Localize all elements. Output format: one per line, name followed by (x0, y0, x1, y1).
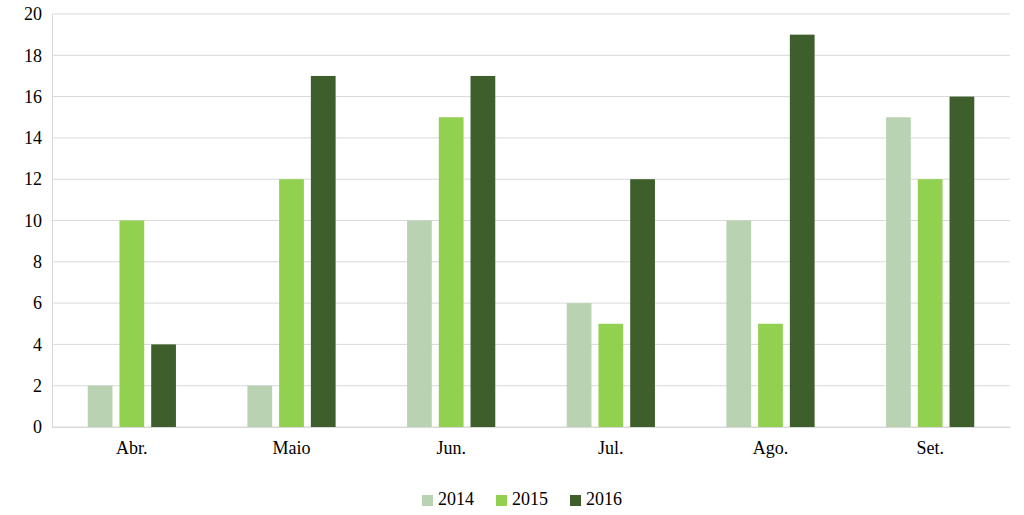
y-tick: 20 (24, 4, 52, 24)
grid-line (52, 220, 1010, 221)
bar (247, 386, 272, 427)
bar-series (119, 117, 942, 427)
grid-line (52, 14, 1010, 15)
x-tick: Jun. (436, 427, 466, 458)
bar (471, 76, 496, 427)
y-tick: 2 (33, 376, 52, 396)
bar-series (151, 35, 974, 427)
bar (567, 303, 592, 427)
bar (918, 179, 943, 427)
y-tick-label: 4 (33, 335, 42, 355)
grid-line (52, 303, 1010, 304)
legend-label: 2016 (586, 489, 622, 509)
bar (726, 221, 751, 428)
bar-series (88, 117, 911, 427)
grid-line (52, 427, 1010, 428)
x-tick-label: Jun. (436, 438, 466, 458)
y-tick: 16 (24, 87, 52, 107)
x-tick-label: Ago. (753, 438, 789, 458)
legend-item: 2015 (496, 489, 548, 509)
y-tick-label: 18 (24, 46, 42, 66)
y-tick-label: 20 (24, 4, 42, 24)
y-tick-label: 8 (33, 252, 42, 272)
bars (88, 35, 975, 427)
chart: 0 2 4 6 8 10 12 14 16 18 20 Abr. Maio Jun. Jul. Ago. Set… (0, 0, 1024, 515)
bar (88, 386, 113, 427)
bar (311, 76, 336, 427)
y-tick: 12 (24, 169, 52, 189)
y-tick: 6 (33, 293, 52, 313)
y-tick: 8 (33, 252, 52, 272)
legend-swatch (570, 495, 581, 506)
grid-line (52, 344, 1010, 345)
legend-item: 2016 (570, 489, 622, 509)
y-tick-label: 2 (33, 376, 42, 396)
y-tick: 14 (24, 128, 52, 148)
y-tick: 0 (33, 417, 52, 437)
x-tick-label: Jul. (598, 438, 624, 458)
x-tick: Set. (916, 427, 944, 458)
x-tick-label: Maio (273, 438, 311, 458)
x-tick: Abr. (116, 427, 148, 458)
bar (151, 344, 176, 427)
y-tick-label: 12 (24, 169, 42, 189)
grid (52, 14, 1010, 427)
x-axis-line (53, 427, 1011, 428)
legend-item: 2014 (422, 489, 474, 509)
y-tick: 10 (24, 211, 52, 231)
grid-line (52, 261, 1010, 262)
grid-line (52, 385, 1010, 386)
grid-line (52, 55, 1010, 56)
legend: 2014 2015 2016 (422, 489, 622, 509)
plot: 0 2 4 6 8 10 12 14 16 18 20 Abr. Maio Jun. Jul. Ago. Set… (24, 4, 1011, 458)
bar (758, 324, 783, 427)
x-tick: Ago. (753, 427, 789, 458)
legend-swatch (422, 495, 433, 506)
y-tick-label: 0 (33, 417, 42, 437)
bar (407, 221, 432, 428)
y-tick-label: 16 (24, 87, 42, 107)
legend-label: 2015 (512, 489, 548, 509)
y-tick: 4 (33, 335, 52, 355)
y-tick-label: 10 (24, 211, 42, 231)
y-axis: 0 2 4 6 8 10 12 14 16 18 20 (24, 4, 53, 437)
bar (950, 97, 975, 427)
x-tick: Jul. (598, 427, 624, 458)
grid-line (52, 96, 1010, 97)
y-tick-label: 14 (24, 128, 42, 148)
bar (790, 35, 815, 427)
x-axis: Abr. Maio Jun. Jul. Ago. Set. (53, 427, 1011, 458)
bar (119, 221, 144, 428)
bar (598, 324, 623, 427)
bar (439, 117, 464, 427)
y-tick: 18 (24, 46, 52, 66)
x-tick-label: Abr. (116, 438, 148, 458)
legend-label: 2014 (438, 489, 474, 509)
legend-swatch (496, 495, 507, 506)
x-tick: Maio (273, 427, 311, 458)
bar (886, 117, 911, 427)
x-tick-label: Set. (916, 438, 944, 458)
y-tick-label: 6 (33, 293, 42, 313)
bar (279, 179, 304, 427)
grid-line (52, 179, 1010, 180)
bar (630, 179, 655, 427)
y-axis-line (52, 15, 53, 428)
grid-line (52, 137, 1010, 138)
